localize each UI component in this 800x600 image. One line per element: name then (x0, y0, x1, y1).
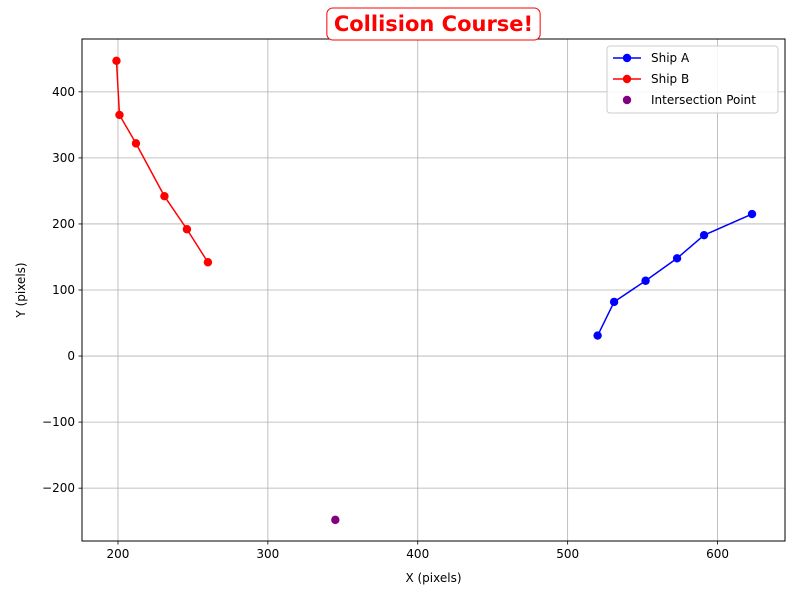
ship-a-point (609, 297, 619, 307)
y-tick-label: 0 (67, 349, 75, 363)
ship-a-line (596, 213, 753, 336)
x-tick-label: 400 (406, 547, 429, 561)
plot-series (112, 56, 757, 525)
intersection-point-point (331, 515, 340, 525)
y-tick-label: −100 (42, 415, 75, 429)
grid (82, 39, 785, 541)
y-tick-label: −200 (42, 481, 75, 495)
ship-a-point (699, 230, 709, 240)
ship-a-point (593, 331, 602, 340)
ship-b-point (203, 258, 213, 267)
x-tick-label: 200 (107, 547, 130, 561)
legend-ship-a-label: Ship A (651, 51, 690, 65)
legend-ship-a-marker (622, 53, 632, 63)
ship-b-point (182, 225, 192, 234)
ship-b-point (131, 139, 141, 148)
y-tick-label: 300 (52, 151, 75, 165)
ship-a-point (672, 254, 682, 263)
ship-a-point (747, 209, 757, 219)
ship-b-line (115, 60, 209, 263)
ship-a-point (641, 276, 650, 285)
legend-intersection-point-label: Intersection Point (651, 93, 756, 107)
x-axis-label: X (pixels) (405, 571, 461, 585)
x-tick-label: 500 (556, 547, 579, 561)
x-tick-label: 300 (256, 547, 279, 561)
ship-b-point (115, 110, 124, 120)
chart-title: Collision Course! (326, 7, 541, 41)
title-box (326, 7, 541, 41)
axis-ticks: 200 300 400 500 600 −200 −100 0 100 200 300 400 (42, 85, 729, 561)
x-tick-label: 600 (706, 547, 729, 561)
legend-box (606, 45, 779, 114)
y-tick-label: 200 (52, 217, 75, 231)
y-axis-label: Y (pixels) (14, 262, 28, 318)
y-tick-label: 400 (52, 85, 75, 99)
legend-ship-b-label: Ship B (651, 72, 689, 86)
legend: Ship A Ship B Intersection Point (606, 45, 779, 114)
ship-b-point (112, 56, 121, 65)
legend-ship-b-marker (622, 74, 632, 84)
legend-intersection-point-marker (622, 95, 632, 105)
title-text: Collision Course! (334, 12, 533, 36)
ship-b-point (160, 192, 169, 201)
y-tick-label: 100 (52, 283, 75, 297)
